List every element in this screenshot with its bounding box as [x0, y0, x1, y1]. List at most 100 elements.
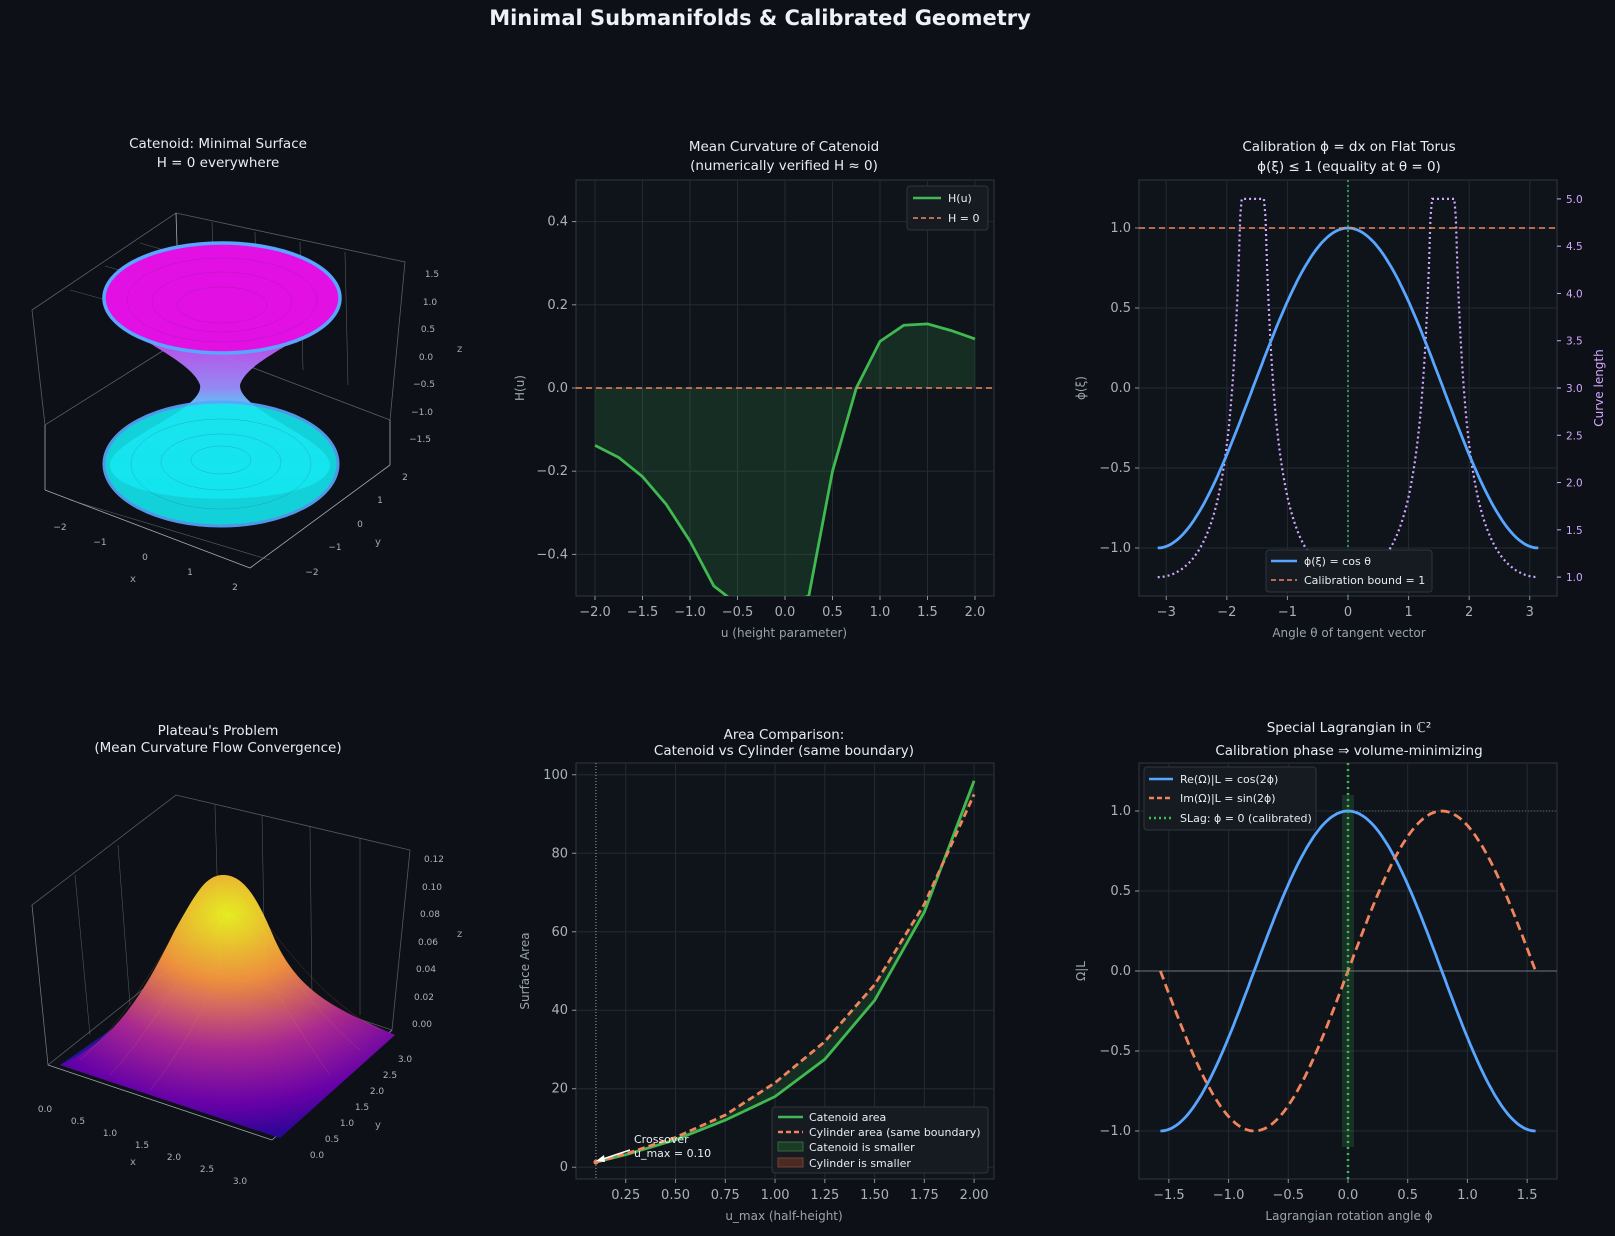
- figure-title: Minimal Submanifolds & Calibrated Geomet…: [489, 6, 1031, 30]
- area-ytick-label: 40: [551, 1003, 568, 1018]
- area-between-fill: [595, 780, 975, 1163]
- slag-xtick-label: −1.5: [1153, 1188, 1185, 1203]
- area-legend-1: Cylinder area (same boundary): [809, 1126, 981, 1139]
- slag-layer: −1.5 −1.0 −0.5 0.0 0.5 1.0 1.5 1.0 0.5 0.0 −0.5 −1.…: [1099, 763, 1557, 1203]
- mc-xtick-label: −2.0: [579, 605, 611, 620]
- pla-ticks-ytick: 1.5: [355, 1103, 369, 1113]
- slag-title: Special Lagrangian in ℂ²: [1267, 720, 1432, 736]
- pla-ticks-xtick: 1.0: [103, 1129, 118, 1139]
- catenoid-ylabel: y: [375, 537, 381, 548]
- slag-xtick-label: −0.5: [1272, 1188, 1304, 1203]
- cat-ticks-ztick: 1.5: [425, 270, 439, 280]
- cal-xtick-label: −3: [1157, 605, 1176, 620]
- cal-ytick-label: 1.0: [1110, 221, 1131, 236]
- pla-ticks-ztick: 0.10: [422, 883, 442, 893]
- cal-legend-1: Calibration bound = 1: [1304, 574, 1425, 587]
- mc-xtick-label: 1.0: [870, 605, 891, 620]
- mc-ytick-label: 0.2: [547, 298, 568, 313]
- plateau-title: Plateau's Problem: [158, 723, 279, 739]
- area-legend-3: Cylinder is smaller: [809, 1157, 911, 1170]
- cat-ticks-xtick: −1: [93, 538, 106, 548]
- mc-ytick-label: 0.4: [547, 215, 568, 230]
- catenoid-ticks: −2 −1 0 1 2 2 1 0 −1 −2 1.5 1.0 0.5 0.0 −0.5 −1.0 −1.5: [53, 270, 439, 593]
- mc-ytick-label: 0.0: [547, 381, 568, 396]
- cal-y2tick-label: 4.5: [1566, 241, 1583, 253]
- area-annotation-line2: u_max = 0.10: [634, 1147, 711, 1160]
- area-ylabel: Surface Area: [518, 932, 532, 1009]
- slag-legend-1: Im(Ω)|L = sin(2ϕ): [1180, 792, 1276, 805]
- plateau-ylabel: y: [375, 1120, 381, 1131]
- mc-fill: [595, 323, 975, 596]
- area-ytick-label: 100: [543, 768, 568, 783]
- mc-legend: H(u) H = 0: [906, 185, 989, 231]
- area-xlabel: u_max (half-height): [725, 1209, 842, 1223]
- slag-xtick-label: 1.5: [1517, 1188, 1538, 1203]
- area-ytick-label: 20: [551, 1082, 568, 1097]
- area-legend-0: Catenoid area: [809, 1111, 886, 1124]
- cal-ytick-label: 0.5: [1110, 301, 1131, 316]
- area-annotation: Crossover u_max = 0.10: [596, 1133, 711, 1162]
- mc-xtick-label: 0.5: [822, 605, 843, 620]
- cat-ticks-ztick: −0.5: [413, 380, 435, 390]
- cal-xtick-label: −1: [1278, 605, 1297, 620]
- area-legend: Catenoid area Cylinder area (same bounda…: [771, 1106, 989, 1174]
- catenoid-zlabel: z: [457, 344, 462, 355]
- panel-mean-curvature: Mean Curvature of Catenoid (numerically …: [513, 139, 995, 640]
- pla-ticks-ztick: 0.06: [418, 938, 438, 948]
- area-xtick-label: 1.00: [761, 1188, 790, 1203]
- cal-cos-curve: [1157, 226, 1539, 550]
- mc-ylabel: H(u): [513, 375, 527, 401]
- area-subtitle: Catenoid vs Cylinder (same boundary): [654, 743, 914, 759]
- catenoid-mesh: [126, 257, 318, 510]
- area-title: Area Comparison:: [724, 727, 845, 743]
- slag-legend-2: SLag: ϕ = 0 (calibrated): [1180, 812, 1312, 825]
- cal-y2tick-label: 4.0: [1566, 288, 1583, 300]
- slag-xtick-label: −1.0: [1213, 1188, 1245, 1203]
- mc-xtick-label: −1.5: [627, 605, 659, 620]
- cal-y2tick-label: 3.0: [1566, 383, 1583, 395]
- cat-ticks-ytick: −2: [305, 568, 318, 578]
- mc-xtick-label: 0.0: [775, 605, 796, 620]
- pla-ticks-xtick: 2.5: [200, 1165, 214, 1175]
- pla-ticks-ytick: 3.0: [398, 1055, 413, 1065]
- slag-legend: Re(Ω)|L = cos(2ϕ) Im(Ω)|L = sin(2ϕ) SLag…: [1143, 766, 1317, 831]
- cal-y2tick-label: 2.0: [1566, 478, 1583, 490]
- cat-ticks-ytick: 1: [377, 496, 383, 506]
- catenoid-bottom-ring: [102, 400, 340, 528]
- area-xtick-label: 1.50: [860, 1188, 889, 1203]
- pla-ticks-xtick: 0.0: [38, 1105, 53, 1115]
- cat-ticks-ztick: −1.0: [411, 408, 433, 418]
- plateau-subtitle: (Mean Curvature Flow Convergence): [94, 740, 341, 756]
- mc-ytick-label: −0.2: [536, 464, 568, 479]
- cal-y2tick-label: 2.5: [1566, 430, 1583, 442]
- cal-ytick-label: −0.5: [1099, 461, 1131, 476]
- slag-legend-0: Re(Ω)|L = cos(2ϕ): [1180, 773, 1278, 786]
- slag-ylabel: Ω|L: [1074, 961, 1088, 981]
- mc-xtick-label: 1.5: [917, 605, 938, 620]
- cal-legend-0: ϕ(ξ) = cos θ: [1304, 555, 1371, 568]
- cal-y2tick-label: 3.5: [1566, 336, 1583, 348]
- area-xtick-label: 2.00: [960, 1188, 989, 1203]
- mc-legend-0: H(u): [948, 192, 972, 205]
- slag-ytick-label: −1.0: [1099, 1124, 1131, 1139]
- cal-y2tick-label: 1.0: [1566, 572, 1583, 584]
- catenoid-top-ring: [102, 241, 342, 355]
- pla-ticks-xtick: 0.5: [71, 1117, 85, 1127]
- area-cylinder-line: [595, 793, 976, 1164]
- mc-legend-1: H = 0: [948, 212, 979, 225]
- slag-ytick-label: 1.0: [1110, 804, 1131, 819]
- mc-subtitle: (numerically verified H ≈ 0): [690, 158, 878, 174]
- slag-xtick-label: 0.0: [1338, 1188, 1359, 1203]
- cat-ticks-ztick: 1.0: [423, 298, 438, 308]
- panel-plateau: Plateau's Problem (Mean Curvature Flow C…: [31, 723, 462, 1187]
- cal-xtick-label: −2: [1217, 605, 1236, 620]
- area-ytick-label: 60: [551, 925, 568, 940]
- cal-ytick-label: −1.0: [1099, 541, 1131, 556]
- cat-ticks-xtick: 2: [232, 583, 238, 593]
- cat-ticks-xtick: −2: [53, 523, 66, 533]
- cal-xtick-label: 2: [1465, 605, 1473, 620]
- area-xtick-label: 1.75: [910, 1188, 939, 1203]
- cal-xtick-label: 1: [1404, 605, 1412, 620]
- mc-xlabel: u (height parameter): [721, 626, 847, 640]
- cal-y2tick-label: 5.0: [1566, 194, 1583, 206]
